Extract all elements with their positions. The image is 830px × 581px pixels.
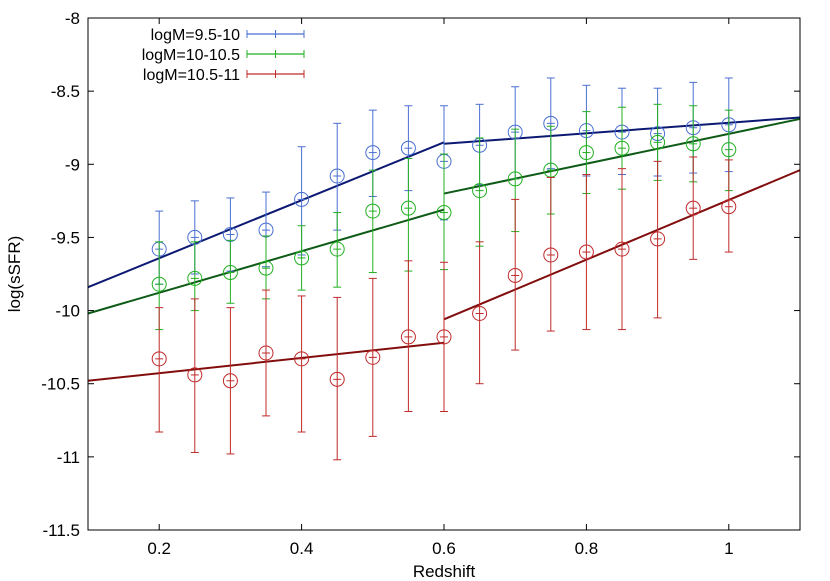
- series-2: [151, 103, 737, 331]
- x-tick-label: 0.8: [575, 539, 599, 558]
- data-point: [365, 349, 381, 365]
- data-point: [650, 134, 666, 150]
- data-point: [685, 136, 701, 152]
- data-point: [258, 345, 274, 361]
- data-point: [365, 145, 381, 161]
- x-axis-label: Redshift: [413, 562, 476, 581]
- data-point: [543, 247, 559, 263]
- y-axis-label: log(sSFR): [5, 236, 24, 313]
- data-point: [329, 241, 345, 257]
- data-point: [151, 351, 167, 367]
- x-tick-label: 0.2: [147, 539, 171, 558]
- data-point: [294, 351, 310, 367]
- data-point: [329, 371, 345, 387]
- data-point: [578, 145, 594, 161]
- x-tick-label: 0.6: [432, 539, 456, 558]
- data-point: [294, 191, 310, 207]
- data-point: [721, 199, 737, 215]
- legend-entry-label: logM=10-10.5: [142, 47, 240, 64]
- data-point: [578, 244, 594, 260]
- data-point: [436, 329, 452, 345]
- data-point: [400, 329, 416, 345]
- data-point: [365, 203, 381, 219]
- data-point: [258, 260, 274, 276]
- data-point: [187, 270, 203, 286]
- data-point: [685, 200, 701, 216]
- series-3: [151, 156, 737, 461]
- data-point: [400, 140, 416, 156]
- data-point: [222, 265, 238, 281]
- data-point: [151, 276, 167, 292]
- data-point: [222, 373, 238, 389]
- legend-entry-label: logM=10.5-11: [143, 67, 240, 84]
- data-point: [614, 241, 630, 257]
- data-point: [650, 231, 666, 247]
- y-tick-label: -11: [57, 448, 80, 467]
- data-point: [507, 171, 523, 187]
- data-point: [721, 142, 737, 158]
- y-tick-label: -10: [55, 302, 80, 321]
- legend-entry-label: logM=9.5-10: [151, 27, 240, 44]
- data-points: [151, 77, 737, 461]
- data-point: [614, 140, 630, 156]
- y-tick-label: -8.5: [51, 82, 80, 101]
- data-point: [472, 305, 488, 321]
- y-tick-label: -10.5: [41, 375, 80, 394]
- legend: logM=9.5-10 logM=10-10.5 logM=10.5-11: [142, 27, 305, 84]
- y-tick-label: -9: [65, 155, 80, 174]
- data-point: [187, 367, 203, 383]
- data-point: [472, 183, 488, 199]
- y-tick-label: -8: [65, 9, 80, 28]
- data-point: [294, 250, 310, 266]
- data-point: [436, 205, 452, 221]
- y-tick-label: -11.5: [43, 521, 81, 540]
- data-point: [400, 200, 416, 216]
- x-tick-label: 1: [724, 539, 733, 558]
- y-tick-label: -9.5: [51, 228, 80, 247]
- data-point: [507, 267, 523, 283]
- axis-ticks: 0.2 0.4 0.6 0.8 1 -11.5 -11 -10.5 -10 -9.5 -9 -8.5 -…: [41, 9, 800, 558]
- data-point: [329, 168, 345, 184]
- x-tick-label: 0.4: [290, 539, 314, 558]
